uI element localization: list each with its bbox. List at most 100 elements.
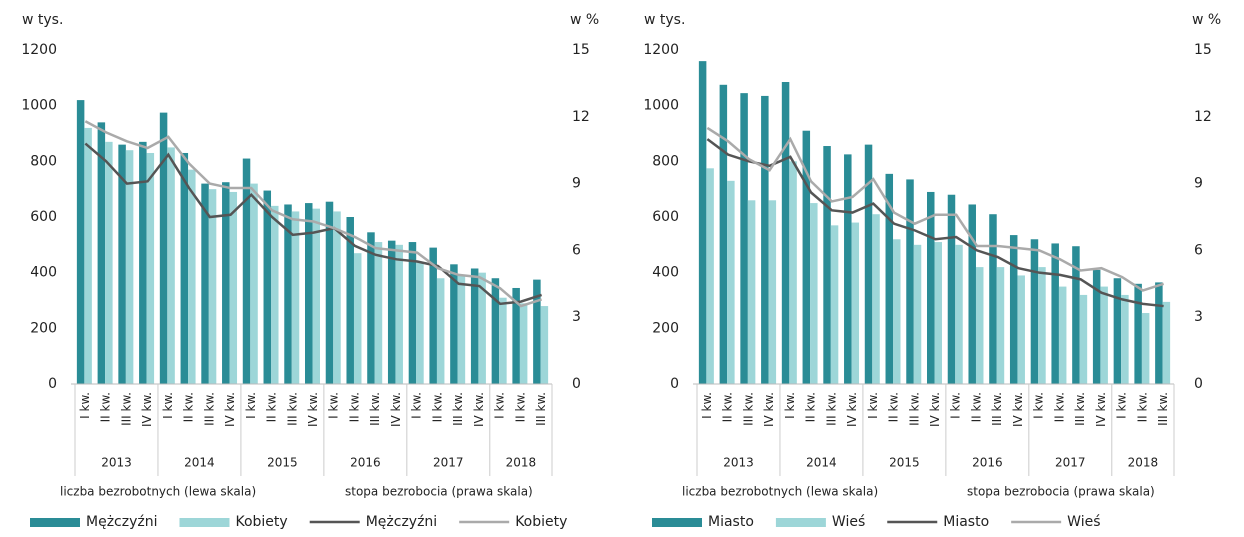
bar [830, 225, 839, 384]
legend-swatch [775, 518, 826, 527]
y2-tick-label: 6 [572, 242, 581, 258]
bar [519, 303, 528, 384]
bar [395, 244, 403, 384]
bar [1072, 246, 1080, 384]
x-tick-label: I kw. [327, 392, 341, 419]
y-tick-label: 200 [652, 320, 679, 336]
bar [333, 211, 341, 384]
y-tick-label: 400 [652, 265, 679, 281]
y-tick-label: 600 [30, 209, 57, 225]
bar [1058, 286, 1067, 384]
bar [740, 93, 748, 385]
x-tick-label: II kw. [513, 392, 527, 422]
bar [97, 122, 106, 384]
legend-label: Miasto [708, 514, 754, 530]
bar [436, 278, 445, 384]
bar [906, 179, 914, 384]
legend-swatch [179, 518, 230, 527]
y2-axis-label: w % [1192, 12, 1221, 28]
bar [719, 84, 728, 385]
x-tick-label: III kw. [285, 392, 299, 426]
bar [367, 232, 375, 384]
y2-tick-label: 0 [572, 376, 581, 392]
legend-swatch [652, 518, 702, 527]
x-tick-label: III kw. [824, 392, 838, 426]
bar [105, 141, 113, 384]
x-tick-label: IV kw. [1094, 392, 1108, 427]
bar [491, 278, 500, 384]
bar [747, 200, 756, 384]
y2-axis-label: w % [570, 12, 599, 28]
bar [312, 208, 320, 384]
bar [706, 168, 714, 384]
bar [1155, 282, 1163, 384]
x-tick-label: II kw. [1052, 392, 1066, 422]
x-tick-label: II kw. [182, 392, 196, 422]
bar [727, 180, 735, 384]
x-tick-label: II kw. [430, 392, 444, 422]
bar [84, 127, 92, 384]
x-tick-label: III kw. [368, 392, 382, 426]
bar [864, 144, 873, 384]
bar [823, 146, 831, 384]
bar [968, 204, 976, 384]
bar [1092, 269, 1101, 384]
x-tick-label: III kw. [741, 392, 755, 426]
y-tick-label: 200 [30, 320, 57, 336]
bar [1121, 294, 1129, 384]
bar [429, 247, 437, 384]
line [706, 138, 1164, 308]
x-tick-label: IV kw. [845, 392, 859, 427]
bar [1038, 267, 1046, 384]
bar [305, 203, 313, 384]
group-label: 2015 [267, 456, 298, 470]
group-label: 2013 [101, 456, 132, 470]
group-label: 2016 [350, 456, 381, 470]
y-tick-label: 800 [30, 153, 57, 169]
bar [408, 242, 417, 384]
legend-label: Wieś [1067, 514, 1100, 530]
group-label: 2015 [889, 456, 920, 470]
bar [146, 152, 155, 384]
bar [934, 242, 942, 384]
y2-tick-label: 9 [572, 176, 581, 192]
bar [118, 144, 126, 384]
x-tick-label: I kw. [78, 392, 92, 419]
y2-tick-label: 15 [1194, 42, 1212, 58]
x-tick-label: II kw. [1135, 392, 1149, 422]
bar [325, 201, 334, 384]
chart-panel: w tys. w % 0 200 400 600 800 1000 1200 0 3 6 9 12 15 I … [21, 12, 599, 530]
bar [229, 191, 238, 384]
bar [872, 214, 880, 384]
x-tick-label: I kw. [783, 392, 797, 419]
group-label: 2018 [1128, 456, 1159, 470]
bar [201, 183, 209, 384]
y2-tick-label: 12 [572, 109, 590, 125]
bar [263, 190, 272, 384]
y-tick-label: 1000 [643, 98, 679, 114]
bar [353, 253, 362, 384]
legend-label: Kobiety [235, 514, 287, 530]
bar [802, 130, 811, 384]
x-tick-label: II kw. [804, 392, 818, 422]
x-tick-label: IV kw. [306, 392, 320, 427]
x-tick-label: I kw. [1032, 392, 1046, 419]
group-label: 2016 [972, 456, 1003, 470]
y-tick-label: 1200 [21, 42, 57, 58]
y-tick-label: 0 [670, 376, 679, 392]
group-label: 2014 [184, 456, 215, 470]
y2-tick-label: 15 [572, 42, 590, 58]
y-tick-label: 800 [652, 153, 679, 169]
bar [1051, 243, 1059, 384]
x-tick-label: IV kw. [928, 392, 942, 427]
bar [125, 150, 134, 384]
x-tick-label: I kw. [493, 392, 507, 419]
bar [1100, 286, 1108, 384]
x-tick-label: II kw. [969, 392, 983, 422]
x-tick-label: III kw. [202, 392, 216, 426]
bar [159, 112, 168, 384]
x-tick-label: III kw. [1073, 392, 1087, 426]
x-tick-label: IV kw. [472, 392, 486, 427]
x-tick-label: I kw. [949, 392, 963, 419]
